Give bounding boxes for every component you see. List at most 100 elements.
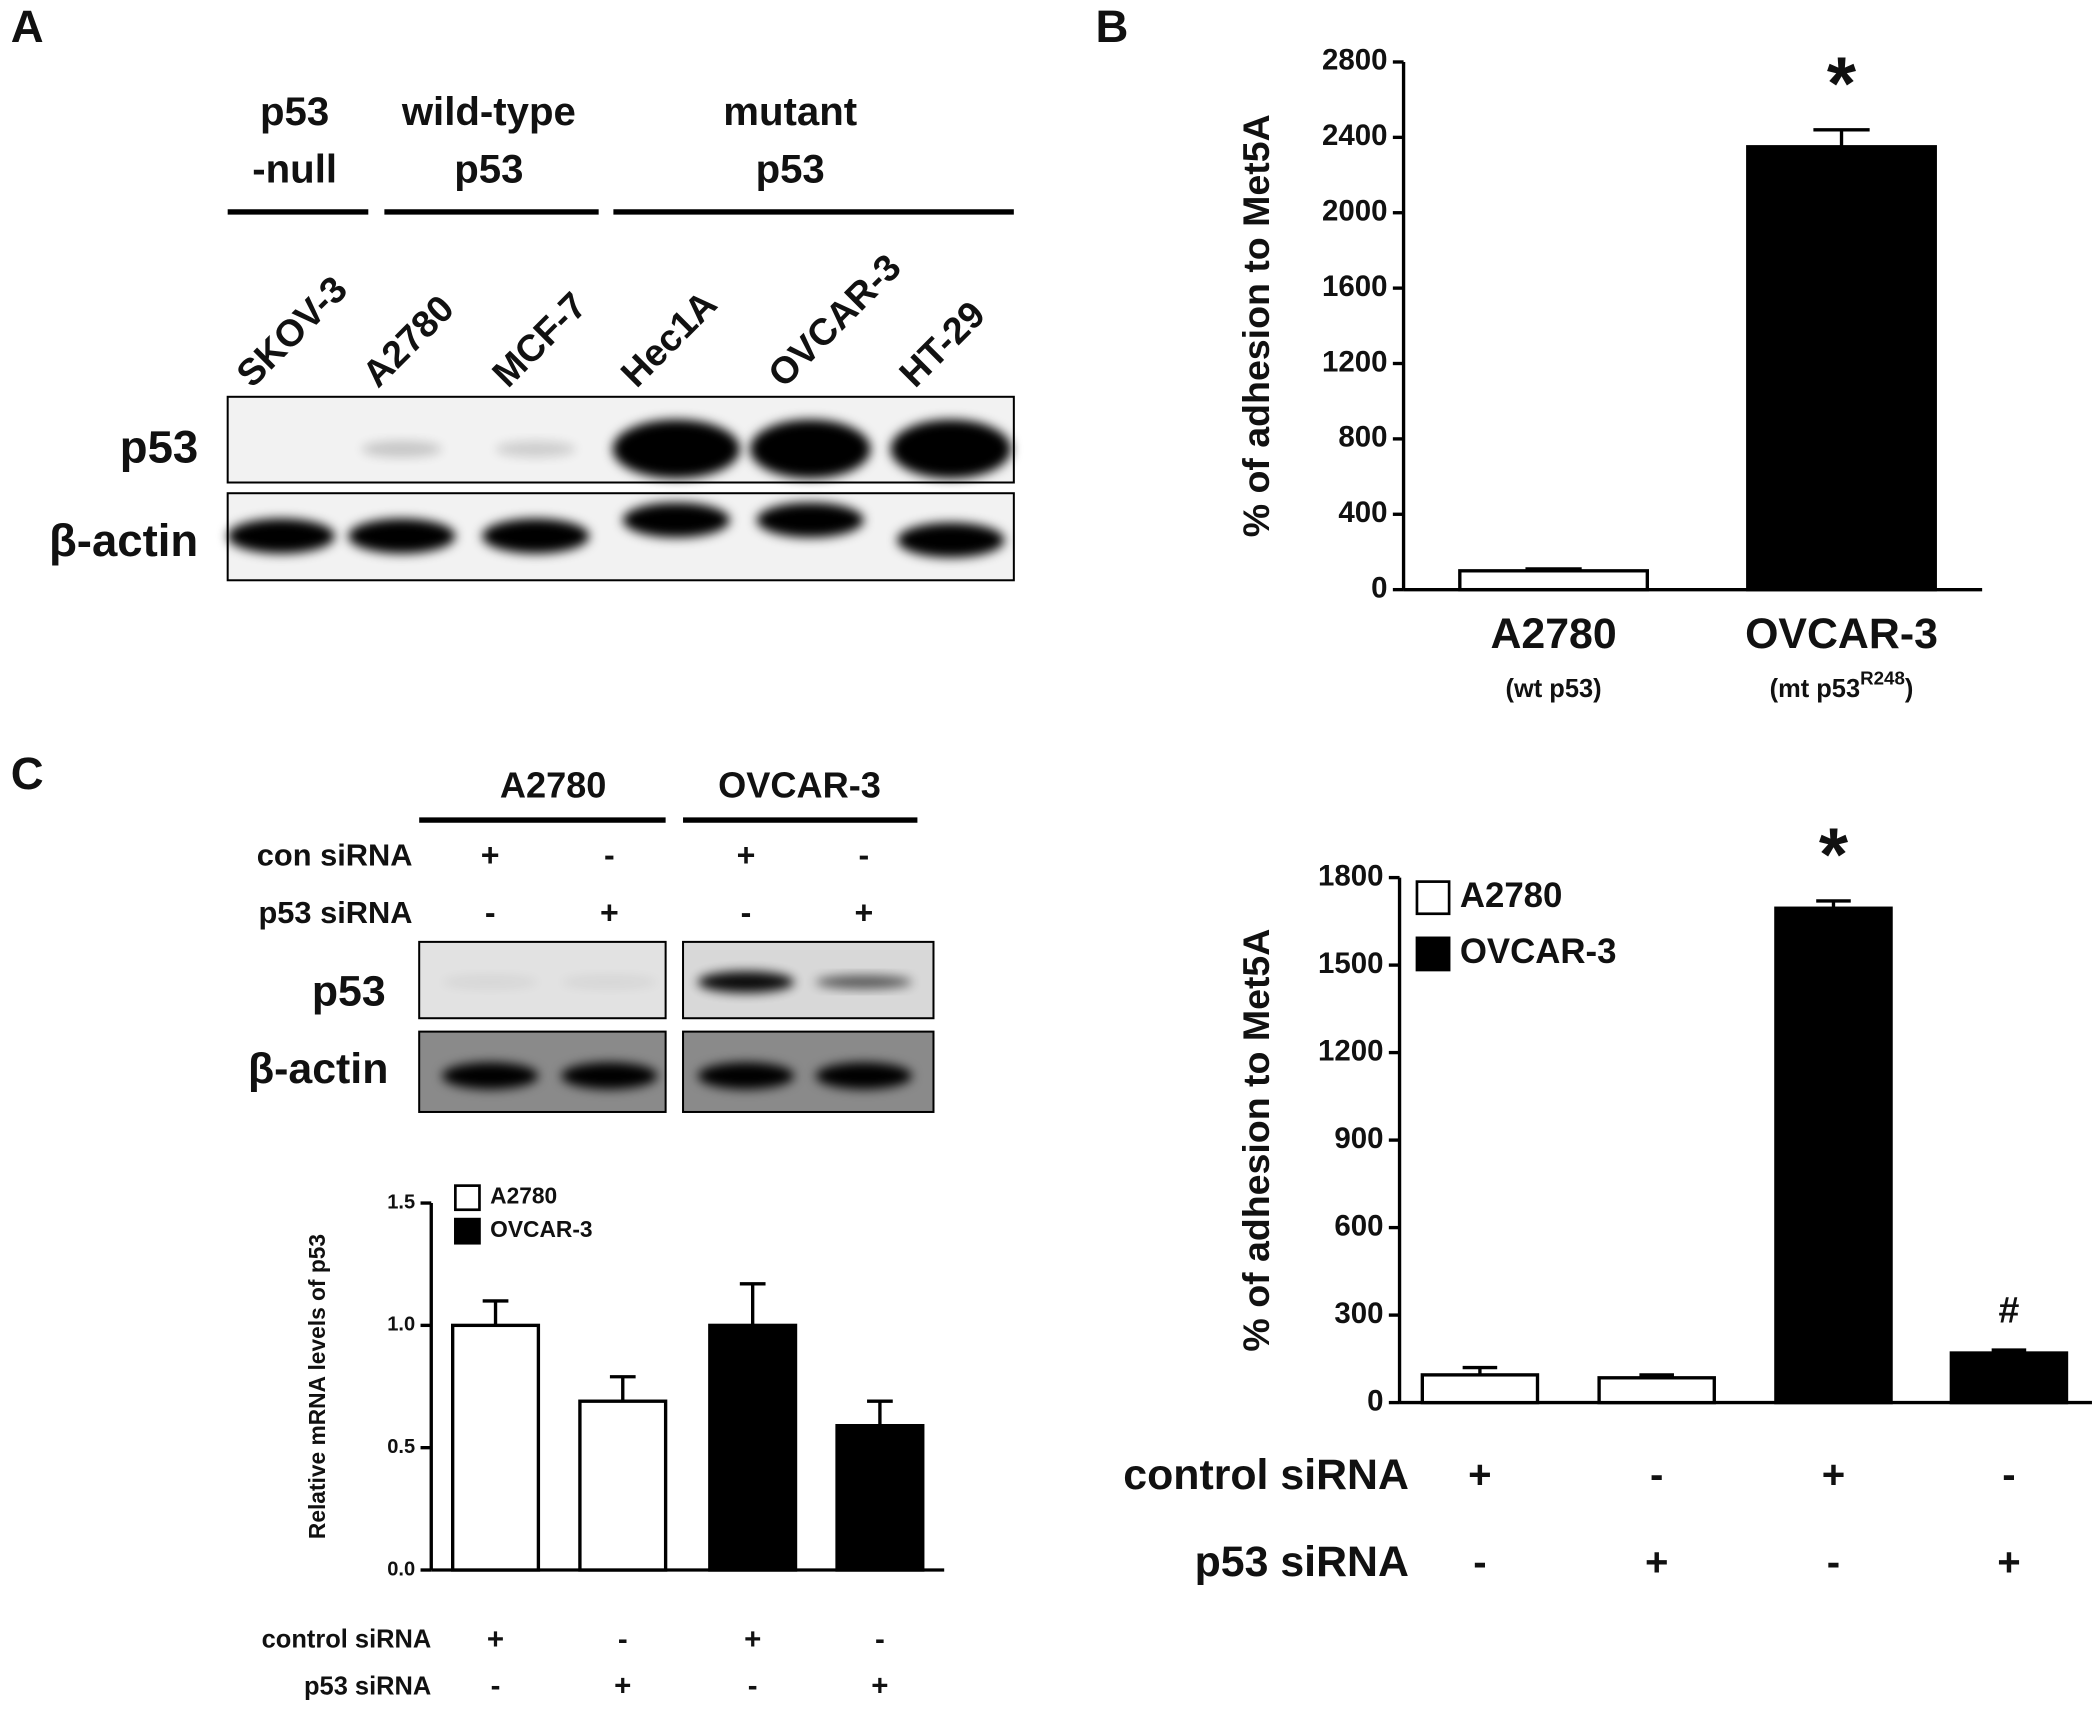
sign: + xyxy=(1645,1539,1668,1584)
legend-swatch xyxy=(454,1217,481,1245)
condition-label: p53 siRNA xyxy=(1195,1538,1409,1586)
group-label: A2780 xyxy=(500,764,607,805)
group-label: mutant xyxy=(723,89,857,134)
note-superscript: R248 xyxy=(1860,667,1905,688)
error-bar xyxy=(739,1282,766,1326)
condition-label: control siRNA xyxy=(262,1626,432,1654)
note-text: (mt p53 xyxy=(1770,675,1860,703)
group-label: -null xyxy=(252,146,337,191)
bar xyxy=(1597,1376,1716,1405)
bar xyxy=(578,1399,668,1572)
sign: + xyxy=(1997,1539,2020,1584)
bar xyxy=(1458,569,1649,592)
sign: - xyxy=(604,837,615,873)
band xyxy=(227,518,335,554)
error-bar xyxy=(1991,1348,2027,1354)
sign: - xyxy=(1827,1539,1840,1584)
y-tick-label: 1800 xyxy=(1318,859,1384,892)
sign: - xyxy=(485,895,496,931)
y-tick-label: 1500 xyxy=(1318,947,1384,980)
band xyxy=(348,518,456,554)
sign: - xyxy=(618,1623,628,1656)
annotation: # xyxy=(1998,1289,2019,1331)
legend-label: A2780 xyxy=(1460,876,1563,915)
bar xyxy=(451,1323,541,1572)
band xyxy=(697,1062,795,1090)
error-bar xyxy=(1813,128,1870,147)
bar xyxy=(1949,1351,2069,1405)
y-axis-label: % of adhesion to Met5A xyxy=(1235,929,1277,1352)
bar xyxy=(1746,145,1937,592)
sign: + xyxy=(744,1623,761,1656)
y-tick-label: 0.0 xyxy=(387,1558,415,1580)
bar xyxy=(835,1423,925,1572)
y-tick-label: 600 xyxy=(1334,1209,1383,1242)
condition-label: p53 siRNA xyxy=(258,895,412,930)
y-tick-label: 900 xyxy=(1334,1122,1383,1155)
condition-label: p53 siRNA xyxy=(304,1673,431,1701)
y-tick-label: 800 xyxy=(1338,421,1387,454)
legend-label: OVCAR-3 xyxy=(490,1216,592,1242)
band xyxy=(612,419,740,479)
band xyxy=(815,975,913,989)
note-tail: ) xyxy=(1905,675,1913,703)
category-note: (wt p53) xyxy=(1506,675,1602,703)
legend-swatch xyxy=(454,1184,481,1212)
band xyxy=(561,1062,658,1090)
legend-swatch xyxy=(1415,936,1451,972)
sign: + xyxy=(614,1670,631,1703)
sign: - xyxy=(875,1623,885,1656)
y-tick-label: 2400 xyxy=(1322,119,1388,152)
sign: - xyxy=(491,1670,501,1703)
sign: + xyxy=(481,837,500,873)
sign: + xyxy=(871,1670,888,1703)
y-tick-label: 0.5 xyxy=(387,1436,415,1458)
sign: - xyxy=(748,1670,758,1703)
y-tick-label: 0 xyxy=(1367,1384,1383,1417)
y-tick-label: 1.0 xyxy=(387,1314,415,1336)
band xyxy=(815,1062,913,1090)
sign: - xyxy=(1473,1539,1486,1584)
legend-label: A2780 xyxy=(490,1183,557,1209)
bar xyxy=(708,1323,798,1572)
category-label: OVCAR-3 xyxy=(1745,610,1938,658)
sign: - xyxy=(741,895,752,931)
error-bar xyxy=(1639,1373,1674,1378)
legend-label: OVCAR-3 xyxy=(1460,932,1617,971)
band xyxy=(482,518,590,554)
legend-swatch xyxy=(1415,880,1451,916)
error-bar xyxy=(482,1299,509,1326)
sign: - xyxy=(2002,1452,2015,1497)
y-tick-label: 0 xyxy=(1371,571,1387,604)
error-bar xyxy=(1816,899,1851,909)
sign: + xyxy=(600,895,619,931)
sign: + xyxy=(854,895,873,931)
band xyxy=(441,1062,539,1090)
y-axis-label: Relative mRNA levels of p53 xyxy=(304,1234,330,1539)
band xyxy=(897,522,1005,558)
error-bar xyxy=(1462,1365,1498,1375)
y-tick-label: 1200 xyxy=(1318,1034,1384,1067)
panel-label: A xyxy=(11,1,44,52)
group-label: p53 xyxy=(454,146,523,191)
band xyxy=(622,502,730,538)
band xyxy=(361,440,442,458)
band xyxy=(441,975,539,989)
panel-label: C xyxy=(11,748,44,799)
sign: + xyxy=(737,837,756,873)
error-bar xyxy=(867,1399,893,1426)
band xyxy=(756,502,864,538)
blot-box xyxy=(226,395,1015,484)
y-axis-label: % of adhesion to Met5A xyxy=(1235,114,1277,537)
condition-label: con siRNA xyxy=(257,838,413,873)
category-label: A2780 xyxy=(1490,610,1616,658)
annotation: * xyxy=(1819,813,1849,897)
y-tick-label: 1200 xyxy=(1322,345,1388,378)
bar xyxy=(1420,1373,1540,1405)
annotation: * xyxy=(1827,41,1857,125)
sign: + xyxy=(487,1623,504,1656)
sign: + xyxy=(1822,1452,1845,1497)
group-label: p53 xyxy=(260,89,329,134)
sign: - xyxy=(1650,1452,1663,1497)
